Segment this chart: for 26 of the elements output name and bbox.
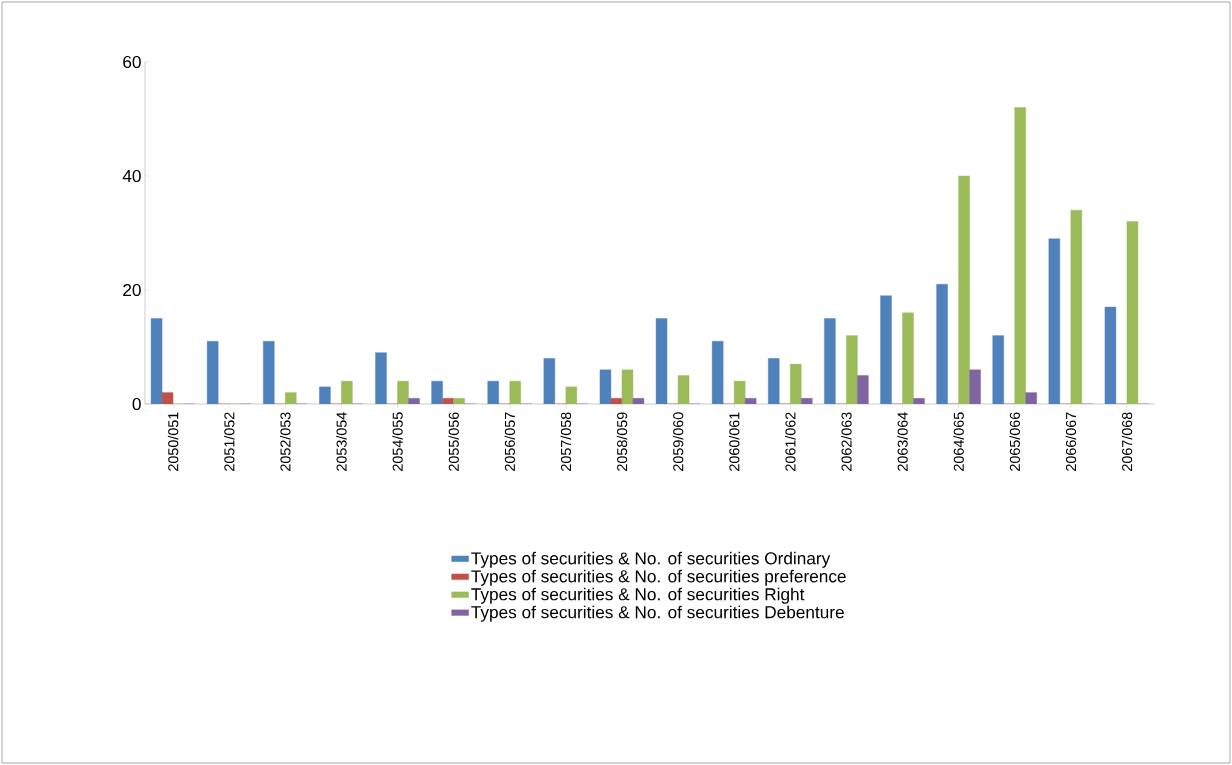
x-tick-label: 2053/054: [336, 412, 347, 471]
legend-label: Types of securities & No. of securities Right: [471, 587, 805, 604]
x-tick-label: 2052/053: [280, 412, 291, 471]
x-tick-label: 2062/063: [841, 412, 852, 471]
x-tick-label: 2061/062: [785, 412, 796, 471]
legend-label: Types of securities & No. of securities preference: [471, 569, 846, 586]
x-tick-label: 2056/057: [504, 412, 515, 471]
x-tick-label: 2067/068: [1121, 412, 1133, 471]
x-tick-label: 2058/059: [616, 412, 628, 471]
x-tick-label: 2050/051: [167, 412, 179, 471]
y-tick-label: 40: [122, 169, 141, 183]
legend-label: Types of securities & No. of securities Ordinary: [471, 551, 831, 568]
y-tick-label: 20: [123, 283, 141, 297]
x-tick-label: 2051/052: [223, 412, 235, 471]
y-tick-label: 0: [132, 397, 141, 411]
x-tick-label: 2066/067: [1065, 412, 1077, 471]
x-tick-label: 2064/065: [953, 412, 964, 471]
x-tick-label: 2065/066: [1009, 412, 1020, 471]
legend-label: Types of securities & No. of securities Debenture: [471, 605, 844, 622]
x-tick-label: 2054/055: [392, 412, 403, 471]
x-tick-label: 2055/056: [448, 412, 459, 471]
y-tick-label: 60: [123, 55, 141, 69]
x-tick-label: 2063/064: [897, 412, 908, 471]
x-tick-label: 2059/060: [672, 412, 684, 471]
x-tick-label: 2057/058: [560, 412, 572, 471]
x-tick-label: 2060/061: [728, 412, 740, 471]
